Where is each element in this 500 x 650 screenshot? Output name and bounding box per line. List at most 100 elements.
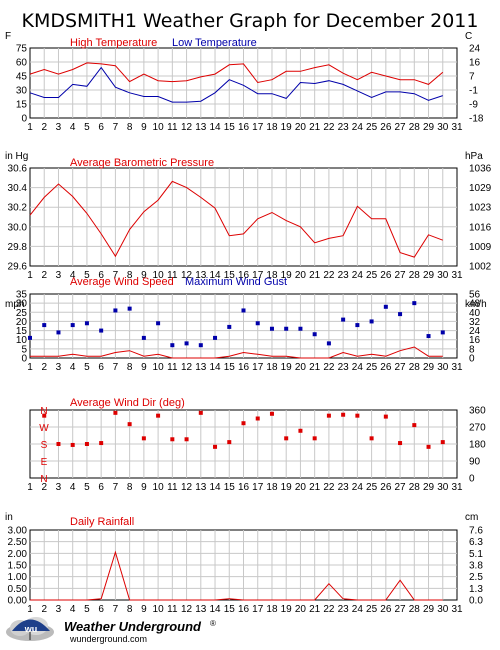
data-point [255,416,260,421]
x-tick-label: 24 [352,270,364,281]
compass-label: E [41,457,48,468]
x-tick-label: 15 [224,604,236,615]
data-point [84,321,89,326]
data-point [341,412,346,417]
x-tick-label: 23 [338,122,350,133]
x-tick-label: 25 [366,604,378,615]
x-tick-label: 13 [195,604,207,615]
x-tick-label: 28 [409,604,421,615]
data-point [141,335,146,340]
right-tick-label: 7 [469,72,475,83]
x-tick-label: 7 [113,122,119,133]
x-tick-label: 10 [153,122,165,133]
right-tick-label: 1029 [469,183,492,194]
data-point [70,323,75,328]
x-tick-label: 16 [238,270,250,281]
right-tick-label: 1002 [469,262,492,273]
right-tick-label: 16 [469,335,481,346]
x-tick-label: 13 [195,270,207,281]
right-tick-label: 1036 [469,164,492,175]
x-tick-label: 17 [252,122,264,133]
x-tick-label: 4 [70,604,76,615]
umbrella-cloud-logo-icon: wu [6,617,54,641]
right-unit-label: C [465,31,472,42]
left-unit-label: F [5,31,11,42]
x-tick-label: 18 [266,482,278,493]
right-tick-label: 180 [469,440,486,451]
compass-label: W [39,423,49,434]
x-tick-label: 21 [309,604,321,615]
data-point [440,440,445,445]
data-point [213,444,218,449]
x-tick-label: 23 [338,362,350,373]
x-tick-label: 16 [238,122,250,133]
page-title: KMDSMITH1 Weather Graph for December 201… [21,10,478,32]
right-tick-label: 0 [469,354,475,365]
right-tick-label: 90 [469,457,481,468]
x-tick-label: 26 [380,604,392,615]
data-point [141,436,146,441]
x-tick-label: 8 [127,362,133,373]
left-unit-label: in Hg [5,151,28,162]
series-label: Maximum Wind Gust [185,276,287,288]
x-tick-label: 5 [84,604,90,615]
series-label: High Temperature [70,37,157,49]
right-tick-label: 8 [469,344,475,355]
x-tick-label: 7 [113,362,119,373]
left-tick-label: 30.4 [8,183,28,194]
left-unit-label: in [5,512,13,523]
right-tick-label: 1009 [469,242,492,253]
data-point [99,328,104,333]
left-tick-label: 20 [16,317,28,328]
data-point [227,440,232,445]
brand-url[interactable]: wunderground.com [69,634,147,644]
data-point [227,324,232,329]
x-tick-label: 18 [266,362,278,373]
x-tick-label: 5 [84,362,90,373]
x-tick-label: 16 [238,482,250,493]
x-tick-label: 25 [366,270,378,281]
left-tick-label: 0 [21,114,27,125]
x-tick-label: 31 [451,482,463,493]
x-tick-label: 30 [437,122,449,133]
x-tick-label: 6 [98,270,104,281]
x-tick-label: 1 [27,482,33,493]
x-tick-label: 29 [423,270,435,281]
left-tick-label: 25 [16,308,28,319]
x-tick-label: 14 [209,604,221,615]
x-tick-label: 5 [84,482,90,493]
data-point [284,326,289,331]
x-tick-label: 11 [167,362,178,373]
data-point [156,321,161,326]
x-tick-label: 31 [451,122,463,133]
right-tick-label: 5.1 [469,549,483,560]
x-tick-label: 29 [423,362,435,373]
series-label: Daily Rainfall [70,516,134,528]
x-tick-label: 24 [352,122,364,133]
x-tick-label: 6 [98,604,104,615]
x-tick-label: 4 [70,482,76,493]
right-tick-label: 1023 [469,203,492,214]
x-tick-label: 6 [98,122,104,133]
left-tick-label: 0.00 [8,596,28,607]
x-tick-label: 10 [153,482,165,493]
x-tick-label: 31 [451,270,463,281]
x-tick-label: 9 [141,362,147,373]
data-point [170,437,175,442]
x-tick-label: 17 [252,482,264,493]
x-tick-label: 21 [309,482,321,493]
x-tick-label: 23 [338,270,350,281]
svg-text:wu: wu [24,624,38,634]
x-tick-label: 2 [41,604,47,615]
x-tick-label: 3 [56,362,62,373]
x-tick-label: 25 [366,482,378,493]
x-tick-label: 4 [70,122,76,133]
data-point [127,422,132,427]
x-tick-label: 16 [238,362,250,373]
x-tick-label: 4 [70,362,76,373]
